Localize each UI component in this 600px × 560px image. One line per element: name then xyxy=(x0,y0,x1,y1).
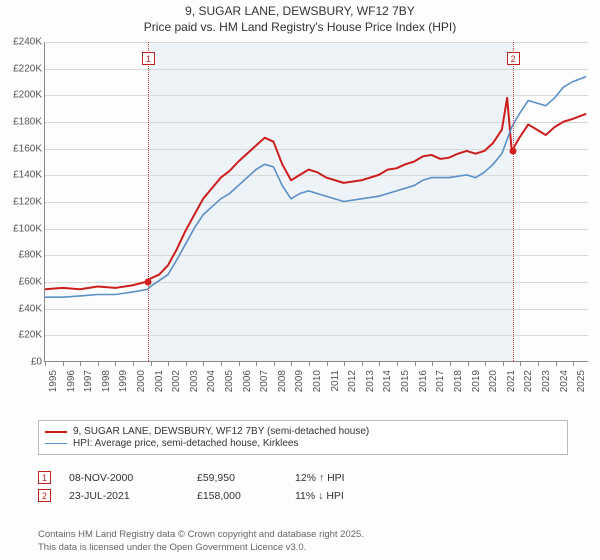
chart-marker-box: 1 xyxy=(142,52,155,65)
x-axis-label: 2001 xyxy=(154,370,165,392)
x-axis-label: 2017 xyxy=(435,370,446,392)
event-price: £158,000 xyxy=(197,490,277,502)
footnote-line: This data is licensed under the Open Gov… xyxy=(38,542,364,554)
legend-item: HPI: Average price, semi-detached house,… xyxy=(45,438,561,449)
chart-title-block: 9, SUGAR LANE, DEWSBURY, WF12 7BY Price … xyxy=(0,0,600,37)
x-axis-label: 2009 xyxy=(294,370,305,392)
event-price: £59,950 xyxy=(197,472,277,484)
y-axis-label: £60K xyxy=(2,277,42,288)
chart-marker-dot xyxy=(509,148,516,155)
x-axis-label: 2020 xyxy=(488,370,499,392)
event-hpi: 12% ↑ HPI xyxy=(295,472,405,484)
legend-swatch xyxy=(45,431,67,433)
x-axis-label: 2024 xyxy=(559,370,570,392)
x-axis-label: 2011 xyxy=(330,370,341,392)
x-axis-label: 2010 xyxy=(312,370,323,392)
x-axis-label: 2003 xyxy=(189,370,200,392)
x-axis-label: 2018 xyxy=(453,370,464,392)
x-axis-label: 2002 xyxy=(171,370,182,392)
chart-marker-box: 2 xyxy=(507,52,520,65)
y-axis-label: £0 xyxy=(2,357,42,368)
x-axis-label: 2019 xyxy=(471,370,482,392)
x-axis-label: 1998 xyxy=(101,370,112,392)
y-axis-label: £160K xyxy=(2,143,42,154)
x-axis-label: 2023 xyxy=(541,370,552,392)
legend-item: 9, SUGAR LANE, DEWSBURY, WF12 7BY (semi-… xyxy=(45,426,561,437)
x-axis-label: 2022 xyxy=(523,370,534,392)
y-axis-label: £180K xyxy=(2,117,42,128)
event-row: 2 23-JUL-2021 £158,000 11% ↓ HPI xyxy=(38,489,568,502)
x-axis-label: 2021 xyxy=(506,370,517,392)
x-axis-label: 2000 xyxy=(136,370,147,392)
event-marker-box: 1 xyxy=(38,471,51,484)
legend: 9, SUGAR LANE, DEWSBURY, WF12 7BY (semi-… xyxy=(38,420,568,455)
y-axis-label: £100K xyxy=(2,223,42,234)
x-axis-label: 2025 xyxy=(576,370,587,392)
x-axis-label: 1995 xyxy=(48,370,59,392)
chart-title-line2: Price paid vs. HM Land Registry's House … xyxy=(0,20,600,36)
y-axis-label: £240K xyxy=(2,37,42,48)
event-date: 08-NOV-2000 xyxy=(69,472,179,484)
y-axis-label: £220K xyxy=(2,63,42,74)
plot-area: 12 xyxy=(44,42,588,362)
y-axis-label: £40K xyxy=(2,303,42,314)
x-axis-label: 1999 xyxy=(118,370,129,392)
event-table: 1 08-NOV-2000 £59,950 12% ↑ HPI 2 23-JUL… xyxy=(38,466,568,507)
y-axis-label: £200K xyxy=(2,90,42,101)
x-axis-label: 1996 xyxy=(66,370,77,392)
legend-swatch xyxy=(45,443,67,445)
footnote-line: Contains HM Land Registry data © Crown c… xyxy=(38,529,364,541)
x-axis-label: 2007 xyxy=(259,370,270,392)
x-axis-label: 2014 xyxy=(382,370,393,392)
x-axis-label: 2016 xyxy=(418,370,429,392)
chart-title-line1: 9, SUGAR LANE, DEWSBURY, WF12 7BY xyxy=(0,4,600,20)
x-axis-label: 2005 xyxy=(224,370,235,392)
x-axis-label: 2008 xyxy=(277,370,288,392)
event-row: 1 08-NOV-2000 £59,950 12% ↑ HPI xyxy=(38,471,568,484)
y-axis-label: £140K xyxy=(2,170,42,181)
footnote: Contains HM Land Registry data © Crown c… xyxy=(38,529,364,554)
event-hpi: 11% ↓ HPI xyxy=(295,490,405,502)
x-axis-label: 2013 xyxy=(365,370,376,392)
chart-marker-dot xyxy=(144,279,151,286)
y-axis-label: £20K xyxy=(2,330,42,341)
x-axis-label: 2012 xyxy=(347,370,358,392)
x-axis-label: 2004 xyxy=(206,370,217,392)
x-axis-label: 2006 xyxy=(242,370,253,392)
y-axis-label: £80K xyxy=(2,250,42,261)
series-lines xyxy=(45,42,588,361)
x-axis-label: 1997 xyxy=(83,370,94,392)
event-marker-box: 2 xyxy=(38,489,51,502)
legend-label: 9, SUGAR LANE, DEWSBURY, WF12 7BY (semi-… xyxy=(73,426,369,437)
legend-label: HPI: Average price, semi-detached house,… xyxy=(73,438,299,449)
y-axis-label: £120K xyxy=(2,197,42,208)
chart: 12 £0£20K£40K£60K£80K£100K£120K£140K£160… xyxy=(0,38,600,410)
x-axis-label: 2015 xyxy=(400,370,411,392)
event-date: 23-JUL-2021 xyxy=(69,490,179,502)
